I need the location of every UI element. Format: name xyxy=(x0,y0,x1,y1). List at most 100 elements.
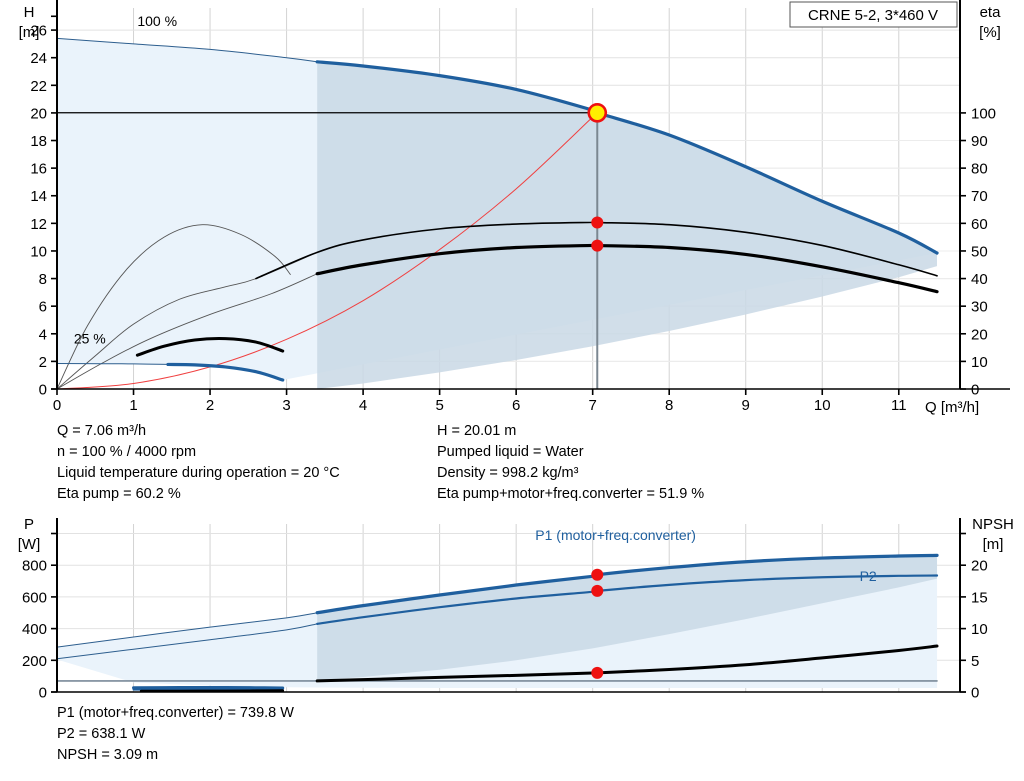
duty-info-left: Q = 7.06 m³/h n = 100 % / 4000 rpm Liqui… xyxy=(57,421,340,505)
y-axis-unit-h: [m] xyxy=(19,24,40,41)
curve-annotations: 100 % 25 % xyxy=(74,13,177,346)
y2-tick-0: 0 xyxy=(971,382,979,399)
annotation-0: 100 % xyxy=(137,13,177,29)
head-efficiency-chart: 0246810121416182022242601020304050607080… xyxy=(19,0,1010,416)
y-tick-6: 6 xyxy=(39,299,47,316)
p-tick-400: 400 xyxy=(22,621,47,638)
chart-title-label: CRNE 5-2, 3*460 V xyxy=(808,7,938,24)
x-tick-7: 7 xyxy=(589,397,597,414)
operating-envelope xyxy=(57,38,938,389)
power-info-line-0: P1 (motor+freq.converter) = 739.8 W xyxy=(57,705,294,721)
y2-axis-unit-npsh: [m] xyxy=(983,536,1004,553)
x-tick-10: 10 xyxy=(814,397,831,414)
y2-tick-10: 10 xyxy=(971,354,988,371)
duty-point-markers[interactable] xyxy=(591,568,604,679)
y-tick-18: 18 xyxy=(30,133,47,150)
duty-point-markers[interactable] xyxy=(587,102,608,252)
y2-tick-30: 30 xyxy=(971,299,988,316)
npsh-tick-0: 0 xyxy=(971,685,979,702)
duty-marker-P1 xyxy=(591,568,604,581)
x-tick-6: 6 xyxy=(512,397,520,414)
duty-marker-eta-total xyxy=(591,239,604,252)
x-tick-11: 11 xyxy=(891,397,907,414)
operating-envelope xyxy=(57,555,938,689)
y-axis-title-p: P xyxy=(24,516,34,533)
curve-annotations: P1 (motor+freq.converter) P2 xyxy=(535,527,877,584)
y-tick-20: 20 xyxy=(30,105,47,122)
duty-marker-P2 xyxy=(591,584,604,597)
y-axis-title-h: H xyxy=(24,4,35,21)
y2-tick-60: 60 xyxy=(971,216,988,233)
axes xyxy=(51,0,1010,395)
chart-title-box: CRNE 5-2, 3*460 V xyxy=(789,1,958,28)
x-axis-title-q: Q [m³/h] xyxy=(925,399,979,416)
y-tick-0: 0 xyxy=(39,382,47,399)
p-tick-600: 600 xyxy=(22,589,47,606)
y-tick-16: 16 xyxy=(30,161,47,178)
y-tick-4: 4 xyxy=(39,326,47,343)
duty-info-right-line-0: H = 20.01 m xyxy=(437,423,517,439)
y-tick-2: 2 xyxy=(39,354,47,371)
y-tick-24: 24 xyxy=(30,50,47,67)
curve-P2-thin-extension xyxy=(57,623,318,660)
y2-tick-70: 70 xyxy=(971,188,988,205)
curve-system-curve xyxy=(57,109,601,389)
x-tick-3: 3 xyxy=(282,397,290,414)
p-tick-200: 200 xyxy=(22,653,47,670)
duty-marker-eta-pump xyxy=(591,216,604,229)
x-tick-0: 0 xyxy=(53,397,61,414)
y-tick-8: 8 xyxy=(39,271,47,288)
y2-tick-90: 90 xyxy=(971,133,988,150)
duty-point-marker xyxy=(587,102,608,123)
axis-tick-labels: 0 200 400 600 800 0 5 10 15 20 xyxy=(22,558,988,702)
power-info-line-2: NPSH = 3.09 m xyxy=(57,747,159,763)
axis-tick-labels: 0246810121416182022242601020304050607080… xyxy=(30,23,996,414)
x-tick-9: 9 xyxy=(742,397,750,414)
annotation-0: P1 (motor+freq.converter) xyxy=(535,527,696,543)
y-tick-14: 14 xyxy=(30,188,47,205)
y-tick-10: 10 xyxy=(30,243,47,260)
y2-tick-80: 80 xyxy=(971,161,988,178)
curve-eta-25pct-arc xyxy=(57,224,291,389)
duty-info-right: H = 20.01 m Pumped liquid = Water Densit… xyxy=(437,421,704,505)
y-tick-12: 12 xyxy=(30,216,47,233)
duty-info-right-line-1: Pumped liquid = Water xyxy=(437,444,584,460)
curve-eta-25pct-heavy xyxy=(135,337,285,357)
x-tick-8: 8 xyxy=(665,397,673,414)
duty-info-left-line-2: Liquid temperature during operation = 20… xyxy=(57,465,340,481)
duty-info-left-line-0: Q = 7.06 m³/h xyxy=(57,423,147,439)
npsh-tick-20: 20 xyxy=(971,558,988,575)
y-tick-22: 22 xyxy=(30,78,47,95)
x-tick-4: 4 xyxy=(359,397,367,414)
npsh-tick-5: 5 xyxy=(971,653,979,670)
npsh-tick-15: 15 xyxy=(971,589,988,606)
npsh-tick-10: 10 xyxy=(971,621,988,638)
p-tick-800: 800 xyxy=(22,558,47,575)
y-tick-26: 26 xyxy=(30,23,47,40)
p-tick-0: 0 xyxy=(39,685,47,702)
y2-tick-40: 40 xyxy=(971,271,988,288)
power-info-line-1: P2 = 638.1 W xyxy=(57,726,146,742)
duty-info-right-line-2: Density = 998.2 kg/m³ xyxy=(437,465,579,481)
duty-info-left-line-1: n = 100 % / 4000 rpm xyxy=(57,444,197,460)
duty-info-right-line-3: Eta pump+motor+freq.converter = 51.9 % xyxy=(437,486,705,502)
y2-axis-unit-eta: [%] xyxy=(979,24,1001,41)
y2-axis-title-eta: eta xyxy=(980,4,1002,21)
curve-head-25pct xyxy=(166,362,285,382)
annotation-1: 25 % xyxy=(74,330,106,346)
curve-head-25pct-thin xyxy=(57,362,169,365)
power-info: P1 (motor+freq.converter) = 739.8 W P2 =… xyxy=(57,703,294,766)
y2-tick-100: 100 xyxy=(971,105,996,122)
curve-head-100pct-thin-extension xyxy=(57,37,318,63)
duty-info-left-line-3: Eta pump = 60.2 % xyxy=(57,486,181,502)
x-tick-5: 5 xyxy=(435,397,443,414)
power-npsh-chart: 0 200 400 600 800 0 5 10 15 20 P1 (motor+freq.con… xyxy=(18,516,1014,702)
y2-axis-title-npsh: NPSH xyxy=(972,516,1014,533)
curve-P1-thin-extension xyxy=(57,612,318,648)
duty-marker-NPSH xyxy=(591,666,604,679)
x-tick-1: 1 xyxy=(129,397,137,414)
x-tick-2: 2 xyxy=(206,397,214,414)
y2-tick-20: 20 xyxy=(971,326,988,343)
axes xyxy=(51,518,966,693)
